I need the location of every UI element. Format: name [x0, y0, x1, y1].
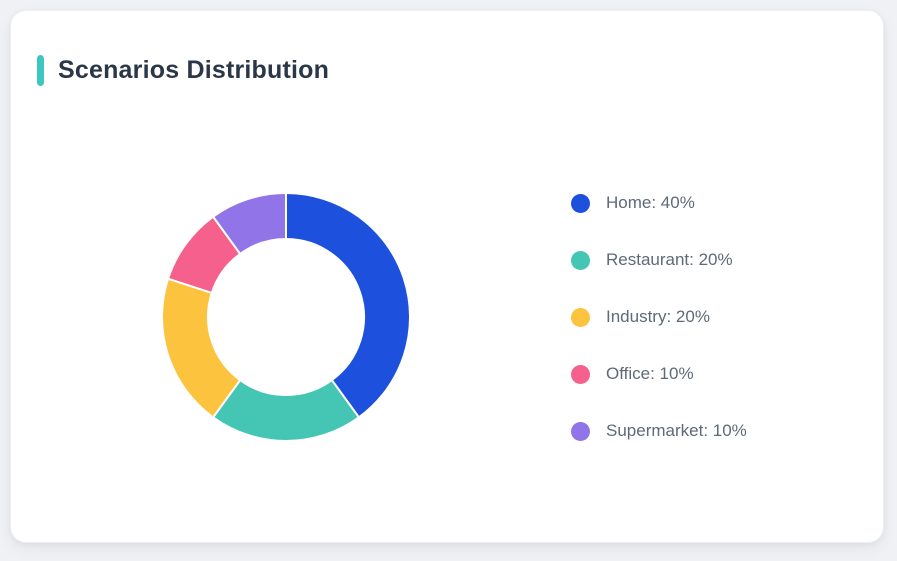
legend-label-office: Office: 10%: [606, 364, 694, 383]
donut-slice-home[interactable]: [285, 192, 411, 419]
legend-item-industry[interactable]: Industry: 20%: [571, 306, 747, 328]
legend-item-home[interactable]: Home: 40%: [571, 192, 747, 214]
legend-dot-restaurant: [571, 250, 590, 270]
title-accent-bar: [37, 55, 44, 86]
legend-item-office[interactable]: Office: 10%: [571, 363, 747, 385]
chart-legend: Home: 40% Restaurant: 20% Industry: 20% Off…: [571, 192, 747, 477]
legend-item-supermarket[interactable]: Supermarket: 10%: [571, 420, 747, 442]
legend-dot-office: [571, 364, 590, 384]
legend-label-home: Home: 40%: [606, 193, 695, 212]
legend-label-supermarket: Supermarket: 10%: [606, 421, 747, 440]
scenarios-distribution-card: Scenarios Distribution Home: 40% Restaura…: [10, 10, 884, 543]
card-header: Scenarios Distribution: [37, 55, 329, 86]
donut-slice-industry[interactable]: [161, 277, 242, 419]
page-title: Scenarios Distribution: [58, 56, 330, 84]
donut-slice-restaurant[interactable]: [212, 379, 360, 442]
legend-dot-supermarket: [571, 421, 590, 441]
legend-dot-industry: [571, 307, 590, 327]
legend-label-industry: Industry: 20%: [606, 307, 710, 326]
donut-chart: [161, 192, 411, 442]
legend-dot-home: [571, 193, 590, 213]
donut-slice-supermarket[interactable]: [212, 192, 287, 255]
legend-item-restaurant[interactable]: Restaurant: 20%: [571, 249, 747, 271]
legend-label-restaurant: Restaurant: 20%: [606, 250, 733, 269]
